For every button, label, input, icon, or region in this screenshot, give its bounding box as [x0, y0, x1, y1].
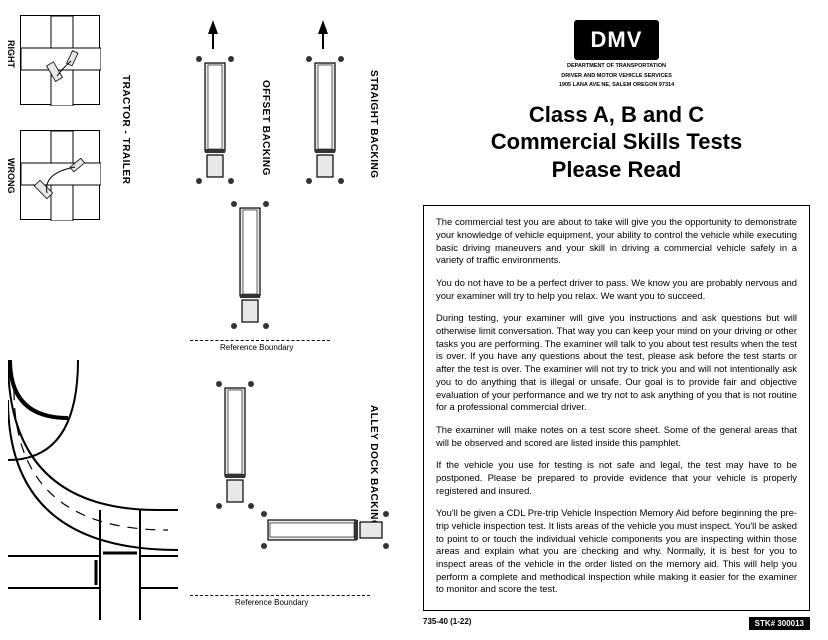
offset-truck-bottom: [230, 200, 270, 335]
alley-truck-side: [260, 510, 390, 555]
para-2: You do not have to be a perfect driver t…: [436, 277, 797, 302]
stk-number: STK# 300013: [749, 617, 810, 630]
para-6: You'll be given a CDL Pre-trip Vehicle I…: [436, 507, 797, 596]
right-label: RIGHT: [6, 40, 16, 68]
ref-label-2: Reference Boundary: [235, 598, 308, 607]
ref-line-1: [190, 340, 330, 341]
text-panel: DMV DEPARTMENT OF TRANSPORTATION DRIVER …: [405, 0, 828, 640]
straight-backing-label: STRAIGHT BACKING: [368, 70, 379, 179]
body-text-box: The commercial test you are about to tak…: [423, 205, 810, 611]
offset-truck-top: [195, 55, 235, 190]
diagram-panel: RIGHT WRONG TRACTOR - TRAILER OFFSET BAC…: [0, 0, 405, 640]
offset-backing-label: OFFSET BACKING: [260, 80, 271, 176]
dmv-logo: DMV: [574, 20, 660, 60]
dmv-sub3: 1905 LANA AVE NE, SALEM OREGON 97314: [423, 82, 810, 89]
title-l3: Please Read: [423, 156, 810, 184]
dmv-sub1: DEPARTMENT OF TRANSPORTATION: [423, 63, 810, 70]
alley-truck-up: [215, 380, 255, 515]
title-block: Class A, B and C Commercial Skills Tests…: [423, 101, 810, 184]
straight-arrow: [318, 20, 328, 34]
right-turn-box: [20, 15, 100, 105]
para-5: If the vehicle you use for testing is no…: [436, 459, 797, 497]
curve-road: [8, 360, 168, 620]
wrong-turn-box: [20, 130, 100, 220]
para-1: The commercial test you are about to tak…: [436, 216, 797, 267]
ref-line-2: [190, 595, 370, 596]
offset-arrow: [208, 20, 218, 34]
offset-arrow-line: [212, 34, 214, 49]
title-l1: Class A, B and C: [423, 101, 810, 129]
title-l2: Commercial Skills Tests: [423, 128, 810, 156]
wrong-label: WRONG: [6, 158, 16, 194]
footer: 735-40 (1-22) STK# 300013: [423, 617, 810, 630]
straight-truck: [305, 55, 345, 190]
dmv-header: DMV DEPARTMENT OF TRANSPORTATION DRIVER …: [423, 20, 810, 89]
form-number: 735-40 (1-22): [423, 617, 471, 630]
tractor-trailer-label: TRACTOR - TRAILER: [120, 75, 131, 184]
para-4: The examiner will make notes on a test s…: [436, 424, 797, 449]
dmv-sub2: DRIVER AND MOTOR VEHICLE SERVICES: [423, 73, 810, 80]
straight-arrow-line: [322, 34, 324, 49]
para-3: During testing, your examiner will give …: [436, 312, 797, 414]
ref-label-1: Reference Boundary: [220, 343, 293, 352]
